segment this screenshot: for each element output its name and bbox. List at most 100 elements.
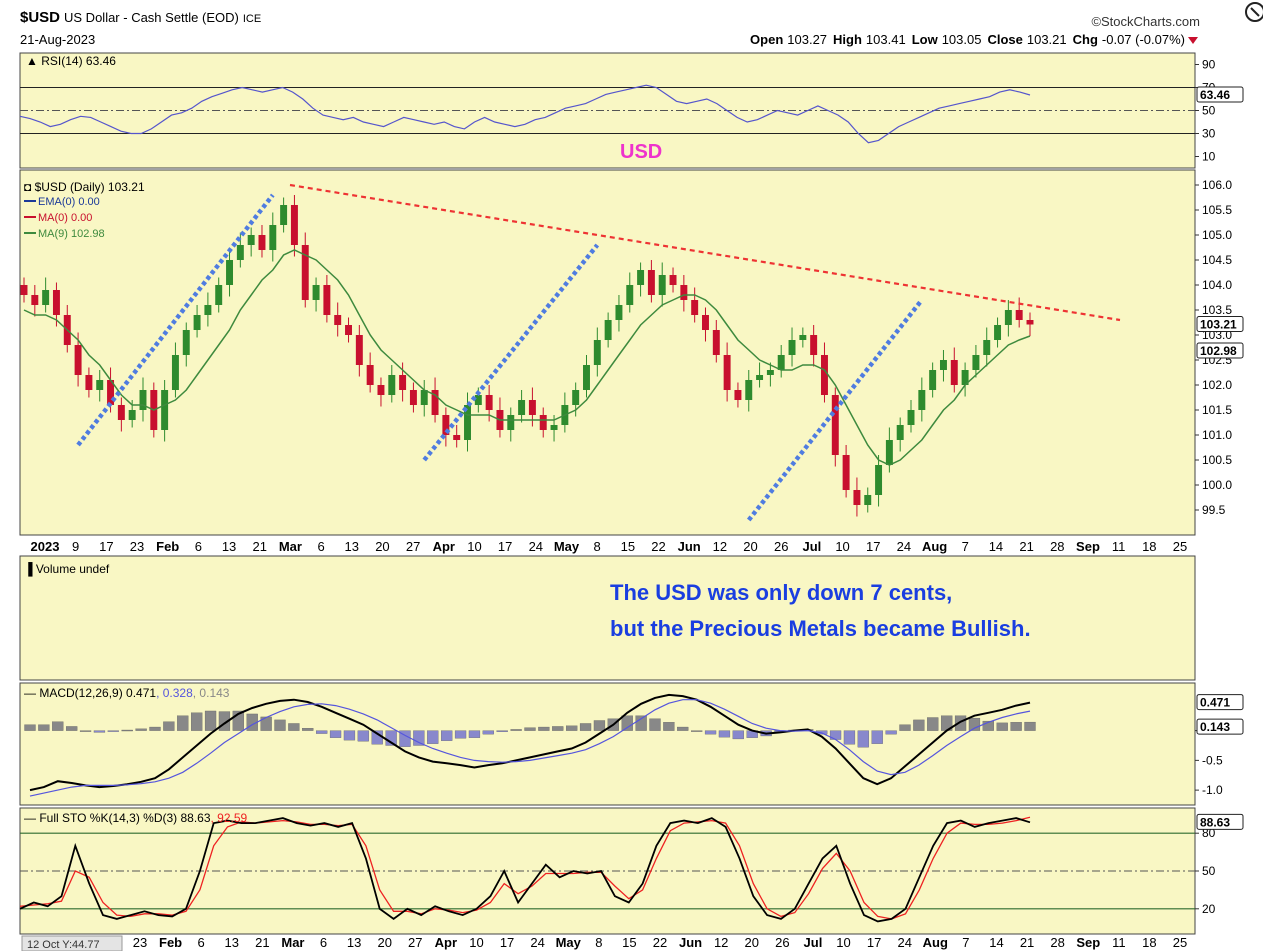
price-x-tick-label: 10 [835,539,849,554]
legend-item: MA(0) 0.00 [38,212,92,224]
price-x-tick-label: Sep [1076,539,1100,554]
candle-body [442,415,450,435]
ohlc-readout: Open 103.27 High 103.41 Low 103.05 Close 103.21… [750,32,1185,47]
macd-histogram-last-value: 0.143 [1200,720,1230,734]
bottom-x-tick-label: 24 [897,935,911,950]
macd-histogram-bar [566,725,578,731]
macd-histogram-bar [663,722,675,731]
macd-histogram-value: , 0.143 [193,686,230,700]
rsi-line [19,84,1031,144]
macd-histogram-bar [954,715,967,731]
macd-histogram-bar [24,724,36,731]
sto-last-value-box [1196,813,1244,830]
price-tick-label: 99.5 [1202,503,1226,517]
candle-body [388,375,396,395]
price-x-tick-label: Jul [802,539,821,554]
candle-body [85,375,93,390]
bottom-x-tick-label: 13 [225,935,239,950]
candle-body [756,375,764,380]
candle-body [896,425,904,440]
price-x-tick-label: 6 [195,539,202,554]
sto-d-line [19,816,1031,920]
price-x-tick-label: 24 [529,539,543,554]
cursor-readout-box [21,935,123,951]
price-tick-label: 103.5 [1202,303,1232,317]
candle-body [907,410,915,425]
annotation-line-2: but the Precious Metals became Bullish. [610,616,1031,641]
macd-histogram-bar [121,729,133,732]
candle-body [518,400,526,415]
macd-histogram-bar [413,730,425,746]
candle-body [550,425,558,430]
price-tick-label: 101.0 [1202,428,1232,442]
ohlc-label-low: Low [912,32,939,47]
candle-body [312,285,320,300]
macd-histogram-bar [1024,721,1036,731]
sto-d-value: , 92.59 [211,811,248,825]
price-title: ◘ $USD (Daily) 103.21 [24,180,145,194]
candle-body [117,405,125,420]
price-x-tick-label: 7 [962,539,969,554]
candle-body [431,390,439,415]
ohlc-value-low: 103.05 [942,32,982,47]
macd-histogram-bar [524,727,536,731]
candle-body [691,300,699,315]
price-last-close: 103.21 [1200,318,1237,332]
macd-histogram-bar [899,724,911,731]
candle-body [864,495,872,505]
macd-histogram-bar [468,730,481,738]
price-x-tick-label: 10 [467,539,481,554]
rsi-title: ▲ RSI(14) 63.46 [26,54,116,68]
bottom-x-tick-label: 10 [469,935,483,950]
macd-histogram-bar [996,722,1008,731]
volume-icon: ▐ [24,562,36,577]
ohlc-label-open: Open [750,32,783,47]
candle-body [1004,310,1012,325]
macd-histogram-bar [510,729,522,731]
macd-histogram-bar [274,719,286,731]
bottom-x-tick-label: May [556,935,582,950]
price-x-tick-label: 25 [1173,539,1187,554]
bottom-x-tick-label: Apr [435,935,457,950]
macd-panel [19,682,1196,806]
macd-histogram-bar [857,730,869,748]
support-trendline-3 [746,298,924,522]
bottom-x-tick-label: Aug [923,935,948,950]
macd-histogram-bar [1010,722,1022,731]
candle-body [301,245,309,300]
bottom-x-tick-label: 6 [320,935,327,950]
candle-body [453,435,461,440]
candle-body [42,290,50,305]
price-x-tick-label: 13 [345,539,359,554]
price-x-tick-label: 17 [99,539,113,554]
macd-histogram-bar [982,720,994,731]
candle-body [485,395,493,410]
header-symbol: $USD [20,9,60,26]
macd-histogram-bar [177,715,189,731]
price-x-tick-label: 9 [72,539,79,554]
candle-body [583,365,590,390]
bottom-x-tick-label: 22 [653,935,667,950]
rsi-tick-label: 30 [1202,127,1216,141]
macd-histogram-bar [635,715,647,731]
bottom-x-tick-label: 18 [1142,935,1156,950]
ohlc-label-close: Close [987,32,1022,47]
candle-body [269,225,277,250]
macd-histogram-bar [454,730,467,739]
macd-histogram-bar [357,730,369,742]
candle-body [604,320,612,340]
bottom-x-tick-label: 20 [745,935,759,950]
price-x-tick-label: Mar [279,539,302,554]
candle-body [258,235,266,250]
macd-title-text: — MACD(12,26,9) [24,686,126,700]
candle-body [788,340,796,355]
candle-body [74,345,82,375]
macd-histogram-bar [163,721,175,731]
candle-body [831,395,839,455]
price-x-tick-label: 2023 [31,539,60,554]
sto-k-line [19,817,1031,923]
close-icon-stroke [1250,7,1260,17]
macd-histogram-bar [704,730,717,735]
macd-histogram-bar [79,730,92,732]
candle-body [842,455,850,490]
